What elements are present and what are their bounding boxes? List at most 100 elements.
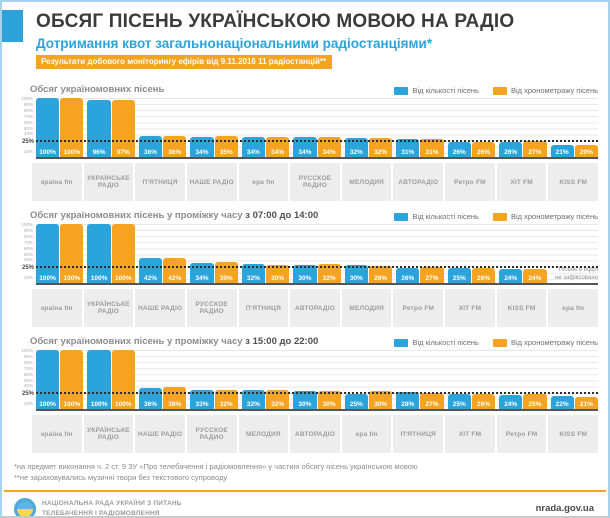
bar-duration: 30% — [317, 391, 341, 409]
station-logo: країна fm — [32, 289, 82, 327]
nrada-emblem-icon — [14, 497, 36, 516]
legend-duration: Від хронометражу пісень — [492, 86, 598, 95]
bar-value-label: 32% — [271, 401, 285, 408]
y-tick: 10% — [23, 401, 33, 407]
bar-duration: 25% — [523, 394, 547, 409]
bar-value-label: 26% — [452, 149, 466, 156]
station-logo: KISS FM — [496, 289, 547, 327]
chart-header-3: Обсяг україномовних пісень у проміжку ча… — [30, 336, 598, 347]
y-axis-labels: 100% 90% 80% 70% 60% 50% 40% 10% 25% — [12, 96, 36, 157]
station-logo: П'ЯТНИЦЯ — [238, 289, 289, 327]
bar-group: 25% 30% — [344, 350, 393, 409]
bar-group: 25% 26% — [447, 224, 496, 283]
chart-title: Обсяг україномовних пісень у проміжку ча… — [30, 210, 319, 221]
chart-section-1: Обсяг україномовних пісень Від кількості … — [10, 84, 600, 201]
bar-count: 24% — [499, 268, 523, 283]
bar-value-label: 20% — [579, 149, 593, 156]
header-accent-square — [2, 10, 23, 42]
page-title: ОБСЯГ ПІСЕНЬ УКРАЇНСЬКОЮ МОВОЮ НА РАДІО — [36, 11, 515, 32]
bar-duration: 38% — [163, 386, 187, 409]
legend-count-swatch — [394, 86, 409, 95]
chart-plot-3: 100% 90% 80% 70% 60% 50% 40% 10% 25% 100% 100% 100%… — [21, 348, 598, 411]
bar-value-label: 100% — [39, 149, 56, 156]
bar-value-label: 21% — [579, 401, 593, 408]
station-logo: МЕЛОДИЯ — [341, 163, 392, 201]
footer-divider — [4, 489, 606, 492]
bar-value-label: 27% — [425, 401, 439, 408]
org-block: НАЦІОНАЛЬНА РАДА УКРАЇНИ З ПИТАНЬ ТЕЛЕБА… — [14, 497, 182, 517]
legend-count-label: Від кількості пісень — [412, 338, 479, 347]
station-logo: НАШЕ РАДІО — [135, 415, 185, 453]
station-logos-row: країна fm УКРАЇНСЬКЕ РАДІО НАШЕ РАДІО РУССК… — [32, 415, 599, 453]
bar-group: Пісень в ефірі не зафіксовано — [551, 224, 598, 283]
station-logo: KISS FM — [548, 163, 599, 201]
bar-groups: 100% 100% 96% 97% 36% 36% 34% 35% 34% 34% 34% 34% 32… — [36, 98, 598, 157]
charts-container: Обсяг україномовних пісень Від кількості … — [2, 84, 608, 453]
chart-legend: Від кількості пісень Від хронометражу піс… — [394, 338, 598, 347]
quota-label: 25% — [21, 265, 34, 272]
y-tick: 40% — [23, 383, 33, 389]
station-logo: АВТОРАДІО — [290, 415, 340, 453]
bar-value-label: 26% — [476, 401, 490, 408]
bar-group: 24% 24% — [499, 224, 547, 283]
bar-count: 36% — [138, 387, 163, 409]
bar-duration: 26% — [471, 267, 496, 283]
bar-duration: 31% — [420, 138, 444, 157]
bar-value-label: 36% — [168, 149, 182, 156]
y-tick: 60% — [23, 245, 33, 251]
footnotes: *на предмет виконання ч. 2 ст. 9 ЗУ «Про… — [14, 461, 596, 484]
station-logos-row: країна fm УКРАЇНСЬКЕ РАДІО НАШЕ РАДІО РУССК… — [32, 289, 599, 327]
bar-value-label: 100% — [90, 401, 108, 408]
bar-duration: 29% — [368, 265, 393, 283]
quota-label: 25% — [21, 391, 34, 398]
bar-group: 34% 34% — [293, 98, 341, 157]
bar-value-label: 30% — [271, 275, 285, 282]
bar-duration: 20% — [574, 145, 598, 157]
bar-value-label: 100% — [114, 401, 132, 408]
chart-header-1: Обсяг україномовних пісень Від кількості … — [30, 84, 598, 95]
org-name-line2: ТЕЛЕБАЧЕННЯ І РАДІОМОВЛЕННЯ — [42, 509, 160, 517]
y-tick: 90% — [23, 353, 33, 359]
station-logo: П'ЯТНИЦЯ — [393, 415, 444, 453]
bar-group: 21% 20% — [550, 98, 598, 157]
bar-value-label: 26% — [504, 149, 518, 156]
bar-group: 22% 21% — [550, 350, 598, 409]
station-logo: АВТОРАДІО — [393, 163, 444, 201]
station-logo: ера fm — [238, 163, 289, 201]
bar-group: 100% 100% — [36, 350, 84, 409]
bar-value-label: 34% — [246, 149, 260, 156]
station-logo: Ретро FM — [445, 163, 495, 201]
bar-value-label: 96% — [92, 149, 106, 156]
bar-duration: 27% — [420, 393, 444, 409]
bar-group: 100% 100% — [36, 224, 84, 283]
bar-count: 25% — [447, 268, 471, 283]
bar-value-label: 34% — [195, 275, 209, 282]
bar-group: 30% 29% — [344, 224, 393, 283]
station-logo: НАШЕ РАДІО — [186, 163, 237, 201]
bar-group: 34% 35% — [190, 224, 238, 283]
bar-value-label: 27% — [425, 275, 439, 282]
bar-value-label: 25% — [528, 401, 542, 408]
chart-plot-1: 100% 90% 80% 70% 60% 50% 40% 10% 25% 100% 100% 96% 9… — [21, 96, 598, 159]
bar-value-label: 38% — [168, 401, 182, 408]
y-tick: 40% — [23, 257, 33, 263]
chart-title-timerange: з 07:00 до 14:00 — [245, 210, 319, 221]
bar-group: 30% 32% — [293, 224, 341, 283]
bar-group: 100% 100% — [87, 224, 135, 283]
bar-group: 28% 27% — [396, 350, 444, 409]
bar-group: 36% 38% — [138, 350, 187, 409]
bar-count: 25% — [447, 394, 471, 409]
station-logo: країна fm — [32, 415, 82, 453]
bar-group: 100% 100% — [36, 98, 84, 157]
bar-count: 100% — [36, 350, 60, 409]
legend-duration: Від хронометражу пісень — [492, 212, 598, 221]
bar-value-label: 30% — [349, 275, 363, 282]
y-tick: 70% — [23, 239, 33, 245]
chart-plot-2: 100% 90% 80% 70% 60% 50% 40% 10% 25% 100% 100% 100%… — [21, 222, 598, 285]
chart-title: Обсяг україномовних пісень — [30, 84, 165, 95]
bar-group: 26% 26% — [447, 98, 496, 157]
bar-duration: 27% — [523, 141, 547, 157]
station-logo: ера fm — [341, 415, 392, 453]
station-logo: ХІТ FM — [496, 163, 547, 201]
